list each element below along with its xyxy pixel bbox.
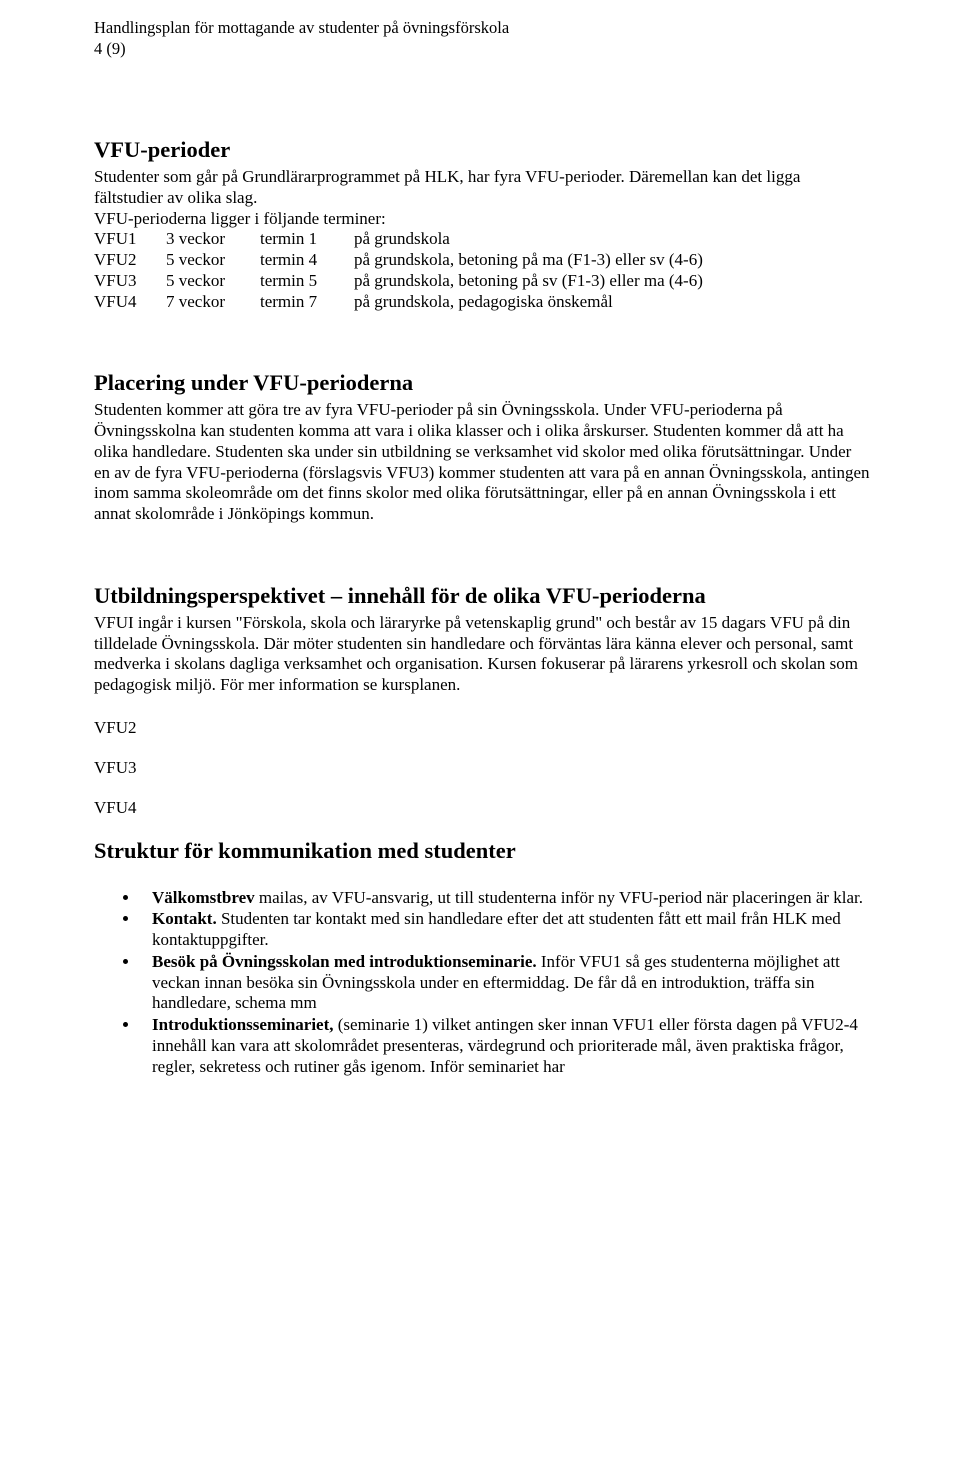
- table-cell: 5 veckor: [166, 250, 260, 271]
- header-title: Handlingsplan för mottagande av studente…: [94, 18, 870, 39]
- communication-bullet-list: Välkomstbrev mailas, av VFU-ansvarig, ut…: [94, 888, 870, 1078]
- vfu-period-table: VFU1 3 veckor termin 1 på grundskola VFU…: [94, 229, 711, 312]
- table-cell: termin 7: [260, 292, 354, 313]
- heading-utbildningsperspektivet: Utbildningsperspektivet – innehåll för d…: [94, 583, 870, 609]
- section2-body: Studenten kommer att göra tre av fyra VF…: [94, 400, 870, 524]
- heading-placering: Placering under VFU-perioderna: [94, 370, 870, 396]
- bullet-bold: Välkomstbrev: [152, 888, 255, 907]
- table-row: VFU3 5 veckor termin 5 på grundskola, be…: [94, 271, 711, 292]
- document-page: Handlingsplan för mottagande av studente…: [0, 0, 960, 1473]
- table-row: VFU1 3 veckor termin 1 på grundskola: [94, 229, 711, 250]
- list-item: Besök på Övningsskolan med introduktions…: [140, 952, 870, 1014]
- table-cell: 7 veckor: [166, 292, 260, 313]
- table-cell: på grundskola: [354, 229, 711, 250]
- bullet-text: Studenten tar kontakt med sin handledare…: [152, 909, 841, 949]
- vfu3-label: VFU3: [94, 758, 870, 778]
- table-cell: VFU1: [94, 229, 166, 250]
- vfu2-label: VFU2: [94, 718, 870, 738]
- table-cell: 5 veckor: [166, 271, 260, 292]
- table-row: VFU4 7 veckor termin 7 på grundskola, pe…: [94, 292, 711, 313]
- table-cell: på grundskola, betoning på ma (F1-3) ell…: [354, 250, 711, 271]
- list-item: Välkomstbrev mailas, av VFU-ansvarig, ut…: [140, 888, 870, 909]
- header-page-number: 4 (9): [94, 39, 870, 60]
- table-cell: VFU4: [94, 292, 166, 313]
- table-cell: termin 1: [260, 229, 354, 250]
- table-cell: VFU3: [94, 271, 166, 292]
- table-cell: 3 veckor: [166, 229, 260, 250]
- list-item: Kontakt. Studenten tar kontakt med sin h…: [140, 909, 870, 950]
- heading-vfu-perioder: VFU-perioder: [94, 137, 870, 163]
- section1-leadin: VFU-perioderna ligger i följande termine…: [94, 209, 870, 230]
- document-header: Handlingsplan för mottagande av studente…: [94, 18, 870, 59]
- bullet-bold: Introduktionsseminariet,: [152, 1015, 334, 1034]
- vfu4-label: VFU4: [94, 798, 870, 818]
- table-cell: på grundskola, pedagogiska önskemål: [354, 292, 711, 313]
- list-item: Introduktionsseminariet, (seminarie 1) v…: [140, 1015, 870, 1077]
- table-cell: termin 4: [260, 250, 354, 271]
- table-row: VFU2 5 veckor termin 4 på grundskola, be…: [94, 250, 711, 271]
- heading-struktur-kommunikation: Struktur för kommunikation med studenter: [94, 838, 870, 864]
- bullet-bold: Besök på Övningsskolan med introduktions…: [152, 952, 537, 971]
- section3-body: VFUI ingår i kursen "Förskola, skola och…: [94, 613, 870, 696]
- bullet-bold: Kontakt.: [152, 909, 217, 928]
- section1-intro: Studenter som går på Grundlärarprogramme…: [94, 167, 870, 208]
- table-cell: på grundskola, betoning på sv (F1-3) ell…: [354, 271, 711, 292]
- bullet-text: mailas, av VFU-ansvarig, ut till student…: [255, 888, 863, 907]
- table-cell: termin 5: [260, 271, 354, 292]
- table-cell: VFU2: [94, 250, 166, 271]
